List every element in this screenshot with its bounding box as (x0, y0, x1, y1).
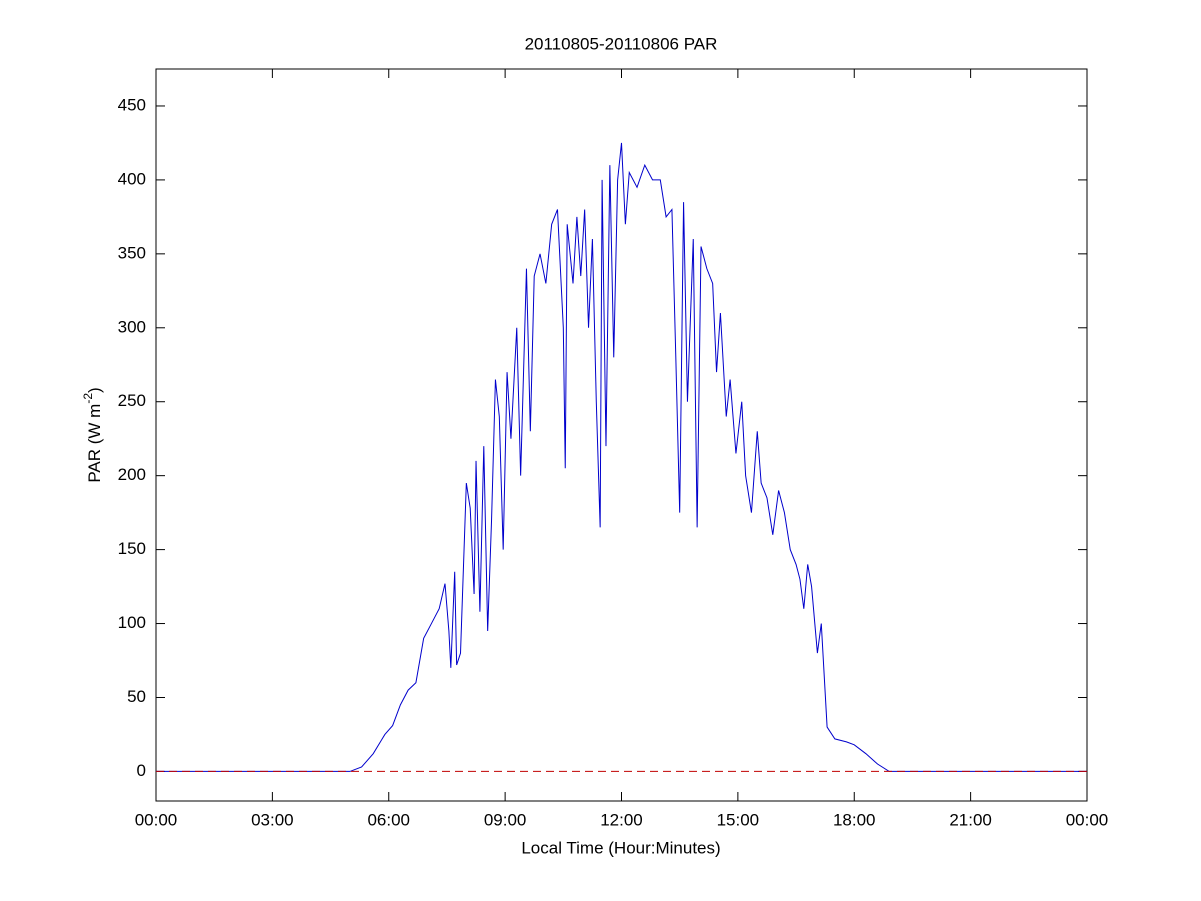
y-axis-label: PAR (W m-2) (81, 387, 104, 482)
y-tick-label: 350 (118, 243, 146, 262)
x-tick-label: 00:00 (1066, 810, 1109, 829)
y-tick-label: 250 (118, 391, 146, 410)
y-tick-label: 400 (118, 169, 146, 188)
x-tick-label: 12:00 (600, 810, 643, 829)
x-tick-label: 06:00 (367, 810, 410, 829)
x-tick-label: 21:00 (949, 810, 992, 829)
y-axis-label-superscript: -2 (81, 393, 95, 404)
y-axis-label-suffix: ) (85, 387, 104, 393)
x-tick-label: 18:00 (833, 810, 876, 829)
y-tick-label: 200 (118, 465, 146, 484)
x-tick-label: 00:00 (135, 810, 178, 829)
y-tick-label: 150 (118, 539, 146, 558)
y-tick-label: 50 (127, 687, 146, 706)
chart-title: 20110805-20110806 PAR (525, 34, 718, 53)
y-tick-label: 300 (118, 317, 146, 336)
y-tick-label: 100 (118, 613, 146, 632)
y-axis-label-text: PAR (W m (85, 404, 104, 483)
y-tick-label: 0 (137, 761, 146, 780)
data-line (156, 142, 1087, 772)
x-tick-label: 15:00 (717, 810, 760, 829)
y-tick-label: 450 (118, 95, 146, 114)
x-axis-label: Local Time (Hour:Minutes) (521, 838, 720, 857)
x-tick-label: 09:00 (484, 810, 527, 829)
plot-area (155, 68, 1088, 802)
x-tick-label: 03:00 (251, 810, 294, 829)
